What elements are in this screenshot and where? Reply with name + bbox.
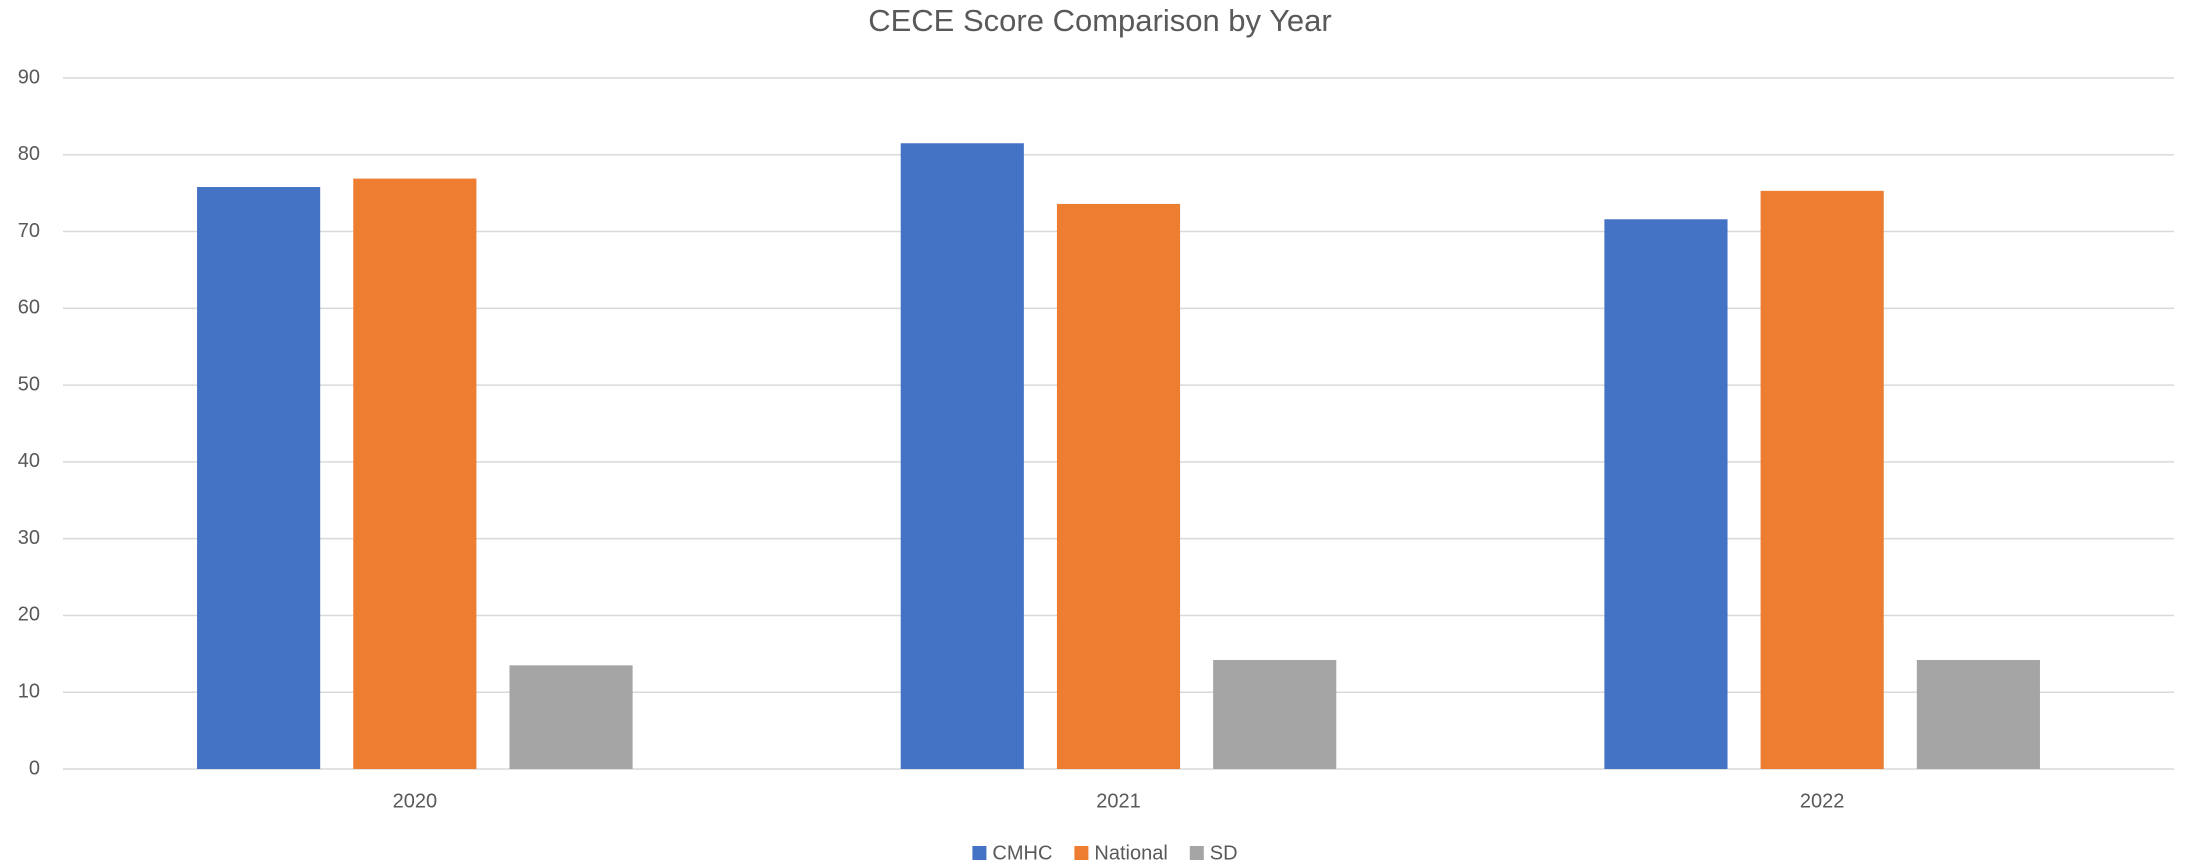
legend-swatch	[972, 846, 987, 860]
bar	[1760, 190, 1884, 769]
y-tick-label: 20	[18, 604, 40, 626]
y-tick-label: 60	[18, 297, 40, 319]
y-tick-label: 70	[18, 220, 40, 242]
legend-label: CMHC	[992, 842, 1052, 864]
bar	[900, 143, 1024, 769]
legend-swatch	[1074, 846, 1089, 860]
bar	[1213, 659, 1337, 769]
chart-title: CECE Score Comparison by Year	[868, 3, 1332, 38]
y-tick-label: 40	[18, 450, 40, 472]
bar	[1604, 219, 1728, 769]
bar	[197, 187, 321, 770]
y-tick-label: 30	[18, 527, 40, 549]
bar	[1916, 659, 2040, 769]
bar	[353, 178, 477, 770]
y-tick-label: 0	[29, 757, 40, 779]
y-tick-label: 10	[18, 681, 40, 703]
x-tick-label: 2020	[393, 790, 438, 812]
x-tick-label: 2022	[1800, 790, 1845, 812]
legend-swatch	[1189, 846, 1204, 860]
bar	[509, 665, 633, 769]
legend-label: National	[1094, 842, 1167, 864]
y-tick-label: 80	[18, 143, 40, 165]
y-tick-label: 50	[18, 373, 40, 395]
bar	[1056, 203, 1181, 770]
legend-label: SD	[1210, 842, 1238, 864]
x-tick-label: 2021	[1096, 790, 1141, 812]
y-tick-label: 90	[18, 66, 40, 88]
